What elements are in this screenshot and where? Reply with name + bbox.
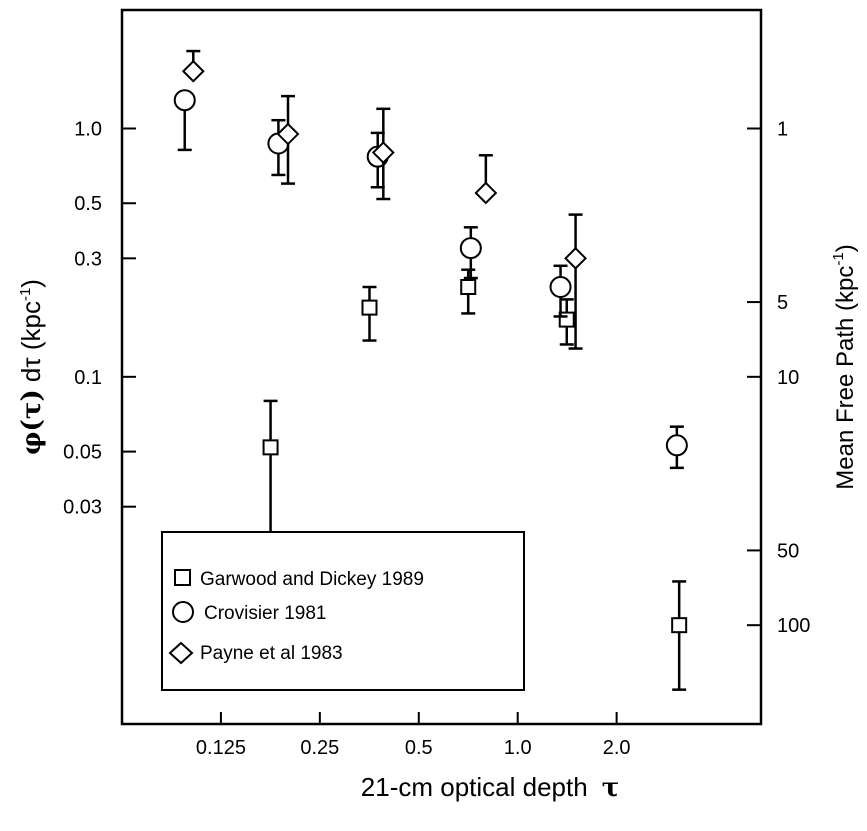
legend-label-garwood: Garwood and Dickey 1989 (200, 569, 424, 590)
data-point-square (361, 299, 378, 316)
data-point-diamond (474, 181, 498, 205)
data-point-circle (549, 275, 572, 298)
x-tick-label: 0.25 (300, 737, 339, 759)
series-layer (173, 49, 688, 691)
y-left-tick-label: 0.5 (74, 193, 102, 215)
y-left-title-prefix: φ(τ) (17, 389, 47, 455)
y-left-title-sup: -1 (17, 288, 34, 301)
x-tick-label: 2.0 (603, 737, 631, 759)
plot-frame (120, 8, 763, 726)
x-tick-label: 1.0 (504, 737, 532, 759)
y-left-tick-label: 0.05 (63, 442, 102, 464)
data-point-square (671, 617, 688, 634)
data-point-diamond (564, 246, 587, 270)
data-point-square (460, 278, 477, 295)
data-point-diamond (276, 122, 300, 146)
x-axis-title-text: 21-cm optical depth (361, 772, 588, 802)
y-right-tick-label: 1 (777, 118, 788, 140)
y-left-title-middle: dτ (kpc (16, 301, 46, 389)
y-right-title-text: Mean Free Path (kpc (832, 266, 859, 490)
y-axis-left-title: φ(τ) dτ (kpc-1) (16, 279, 47, 455)
data-point-square (558, 311, 575, 328)
legend-marker-square (174, 569, 191, 586)
data-point-diamond (181, 59, 205, 83)
y-axis-right-ticks: 1 5 10 50 100 (747, 118, 810, 637)
y-left-tick-label: 0.1 (74, 367, 102, 389)
x-axis-title: 21-cm optical depth τ (361, 772, 619, 803)
legend-label-crovisier: Crovisier 1981 (204, 603, 327, 624)
y-left-tick-label: 0.3 (74, 248, 102, 270)
y-right-tick-label: 5 (777, 292, 788, 314)
legend: Garwood and Dickey 1989 Crovisier 1981 P… (161, 531, 525, 691)
x-axis-ticks: 0.125 0.25 0.5 1.0 2.0 (196, 712, 631, 759)
data-point-diamond (371, 141, 395, 164)
y-right-title-sup: -1 (830, 252, 847, 265)
legend-marker-circle (172, 601, 194, 623)
y-left-tick-label: 1.0 (74, 118, 102, 140)
data-point-square (262, 439, 279, 456)
legend-label-payne: Payne et al 1983 (200, 643, 343, 664)
y-axis-right-title: Mean Free Path (kpc-1) (830, 244, 859, 489)
x-axis-title-symbol: τ (602, 773, 620, 803)
y-right-tick-label: 100 (777, 615, 810, 637)
legend-marker-diamond (168, 641, 194, 665)
data-point-circle (459, 237, 482, 260)
data-point-circle (665, 434, 688, 457)
data-point-circle (173, 89, 196, 112)
y-left-title-suffix: ) (16, 279, 46, 288)
y-right-title-suffix: ) (832, 244, 859, 252)
y-right-tick-label: 10 (777, 367, 799, 389)
y-right-tick-label: 50 (777, 540, 799, 562)
legend-box (161, 531, 525, 691)
y-left-tick-label: 0.03 (63, 497, 102, 519)
x-tick-label: 0.5 (405, 737, 433, 759)
y-axis-left-ticks: 1.0 0.5 0.3 0.1 0.05 0.03 (63, 118, 136, 519)
x-tick-label: 0.125 (196, 737, 246, 759)
